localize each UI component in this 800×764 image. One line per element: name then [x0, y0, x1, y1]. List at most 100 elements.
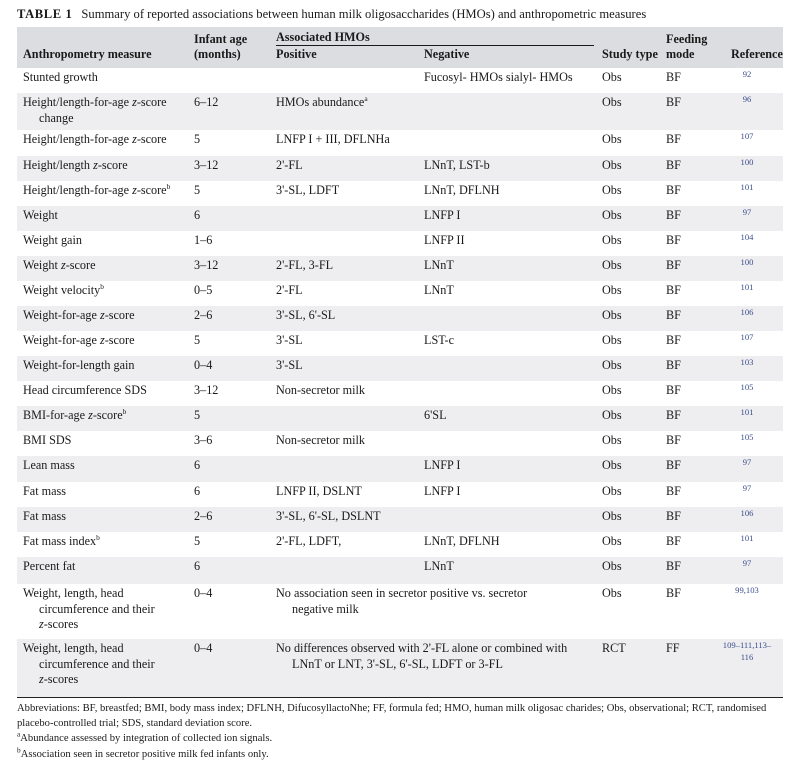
cell-ref: 101 — [740, 282, 754, 292]
cell-measure: BMI-for-age z-scoreb — [23, 408, 193, 424]
table-row: Head circumference SDS 3–12 Non-secretor… — [17, 381, 783, 406]
footnote-abbreviations: Abbreviations: BF, breastfed; BMI, body … — [17, 703, 767, 730]
measure-z: z — [93, 158, 98, 172]
table-header: Anthropometry measure Infant age (months… — [17, 27, 783, 68]
cell-age: 1–6 — [194, 233, 213, 247]
header-negative: Negative — [424, 47, 470, 61]
cell-age: 0–4 — [194, 358, 213, 372]
header-study-type: Study type — [602, 47, 658, 61]
cell-measure: Weight — [23, 208, 58, 222]
cell-ref: 107 — [740, 332, 754, 342]
ref-text: 109–111,113– — [722, 640, 772, 650]
cell-measure: Weight, length, head circumference and th… — [23, 641, 193, 688]
measure-text: Weight-for-age — [23, 333, 100, 347]
cell-study: Obs — [602, 233, 622, 247]
cell-measure: Height/length-for-age z-score — [23, 132, 193, 148]
measure-text: Height/length-for-age — [23, 95, 133, 109]
table-row: Weight 6 LNFP I Obs BF 97 — [17, 206, 783, 231]
table-row: Weight-for-age z-score 5 3'-SL LST-c Obs… — [17, 331, 783, 356]
measure-z: z — [39, 672, 44, 686]
cell-study: Obs — [602, 333, 622, 347]
measure-suffix: -score — [104, 308, 135, 322]
cell-feed: BF — [666, 408, 681, 422]
cell-negative: LST-c — [424, 333, 455, 347]
measure-z: z — [60, 258, 66, 272]
cell-feed: BF — [666, 358, 681, 372]
measure-text: Weight-for-age — [23, 308, 100, 322]
cell-study: Obs — [602, 534, 622, 548]
cell-age: 5 — [194, 408, 201, 422]
cell-age: 3–12 — [194, 383, 219, 397]
table-label: TABLE 1 — [17, 7, 73, 21]
cell-feed: BF — [666, 132, 681, 146]
measure-suffix: -scores — [43, 617, 79, 631]
measure-z: z — [132, 95, 137, 109]
cell-ref: 97 — [742, 207, 752, 217]
cell-negative: LNnT, DFLNH — [424, 183, 500, 197]
cell-ref: 100 — [740, 157, 754, 167]
cell-association-span: No differences observed with 2'-FL alone… — [276, 641, 596, 672]
cell-age: 6 — [194, 458, 201, 472]
table-row: Percent fat 6 LNnT Obs BF 97 — [17, 557, 783, 584]
cell-age: 6 — [194, 484, 201, 498]
cell-ref: 92 — [742, 69, 752, 79]
table-row: Height/length z-score 3–12 2'-FL LNnT, L… — [17, 156, 783, 181]
cell-study: Obs — [602, 95, 622, 109]
cell-age: 6–12 — [194, 95, 219, 109]
cell-ref: 99,103 — [735, 585, 759, 595]
cell-measure: Fat mass indexb — [23, 534, 193, 550]
table-row: Weight, length, head circumference and th… — [17, 584, 783, 639]
header-age-line1: Infant age — [194, 32, 248, 46]
measure-continuation: circumference and their — [39, 656, 155, 671]
cell-measure: Weight-for-age z-score — [23, 333, 193, 349]
cell-positive: Non-secretor milk — [276, 433, 366, 447]
cell-age: 0–4 — [194, 641, 213, 655]
cell-feed: BF — [666, 534, 681, 548]
measure-text: Height/length-for-age — [23, 183, 133, 197]
table-row: Weight velocityb 0–5 2'-FL LNnT Obs BF 1… — [17, 281, 783, 306]
cell-study: Obs — [602, 183, 622, 197]
cell-ref: 96 — [742, 94, 752, 104]
cell-ref: 100 — [740, 257, 754, 267]
footnote-mark: b — [166, 181, 171, 191]
cell-ref: 97 — [742, 457, 752, 467]
cell-feed: BF — [666, 308, 681, 322]
cell-association-span: No association seen in secretor positive… — [276, 586, 596, 617]
table-row: Height/length-for-age z-score change 6–12… — [17, 93, 783, 130]
table-row: Weight-for-age z-score 2–6 3'-SL, 6'-SL … — [17, 306, 783, 331]
cell-positive: HMOs abundancea — [276, 95, 596, 111]
cell-study: Obs — [602, 132, 622, 146]
span-text: No association seen in secretor positive… — [276, 586, 528, 600]
measure-text: Height/length-for-age — [23, 132, 133, 146]
cell-measure: Height/length-for-age z-scoreb — [23, 183, 193, 199]
cell-feed: BF — [666, 95, 681, 109]
cell-study: RCT — [602, 641, 626, 655]
cell-measure: Percent fat — [23, 559, 76, 573]
measure-suffix: -score — [136, 95, 167, 109]
cell-negative: LNnT, LST-b — [424, 158, 490, 172]
cell-feed: BF — [666, 586, 681, 600]
cell-study: Obs — [602, 283, 622, 297]
measure-z: z — [132, 132, 137, 146]
cell-feed: BF — [666, 484, 681, 498]
cell-study: Obs — [602, 208, 622, 222]
cell-measure: Fat mass — [23, 484, 66, 498]
cell-feed: BF — [666, 559, 681, 573]
table-row: Fat mass 6 LNFP II, DSLNT LNFP I Obs BF … — [17, 482, 783, 507]
header-positive: Positive — [276, 47, 317, 61]
footnote-b: bAssociation seen in secretor positive m… — [17, 746, 783, 762]
cell-positive: 2'-FL, 3-FL — [276, 258, 334, 272]
table-row: Fat mass indexb 5 2'-FL, LDFT, LNnT, DFL… — [17, 532, 783, 557]
measure-z: z — [99, 308, 105, 322]
measure-continuation: change — [39, 110, 74, 125]
measure-suffix: -score — [136, 183, 167, 197]
measure-text: Weight — [23, 258, 61, 272]
measure-text: BMI-for-age — [23, 408, 89, 422]
cell-ref: 101 — [740, 407, 754, 417]
cell-feed: BF — [666, 258, 681, 272]
cell-measure: Weight gain — [23, 233, 82, 247]
cell-ref: 97 — [742, 483, 752, 493]
header-feed-line1: Feeding — [666, 32, 708, 46]
measure-z: z — [88, 408, 93, 422]
footnote-b-text: Association seen in secretor positive mi… — [20, 748, 269, 760]
